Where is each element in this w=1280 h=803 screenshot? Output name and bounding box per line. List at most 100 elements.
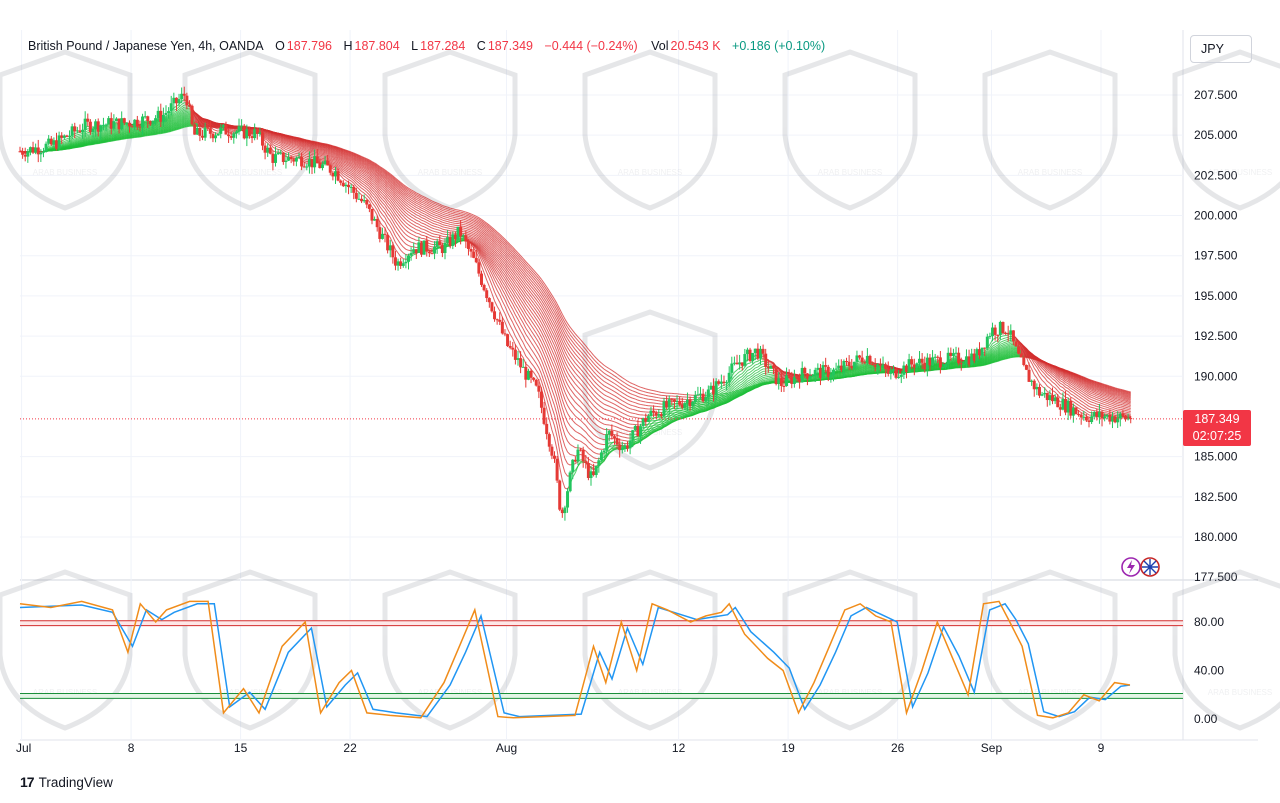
ema-ribbon-segment bbox=[1060, 385, 1064, 389]
ema-ribbon-segment bbox=[567, 463, 571, 466]
ema-ribbon-segment bbox=[275, 141, 279, 144]
ema-ribbon-segment bbox=[551, 407, 555, 416]
ema-ribbon-segment bbox=[501, 300, 506, 307]
ema-ribbon-segment bbox=[564, 472, 568, 477]
time-tick-label: Aug bbox=[496, 741, 517, 755]
ema-ribbon-segment bbox=[1070, 396, 1074, 399]
ema-ribbon-segment bbox=[363, 189, 368, 193]
ema-ribbon-segment bbox=[723, 390, 727, 393]
ema-ribbon-segment bbox=[572, 436, 576, 440]
ema-ribbon-segment bbox=[514, 336, 519, 341]
ema-ribbon-segment bbox=[635, 442, 639, 445]
ema-ribbon-segment bbox=[437, 234, 440, 236]
ema-ribbon-segment bbox=[736, 380, 740, 384]
ema-ribbon-segment bbox=[277, 142, 281, 145]
ema-ribbon-segment bbox=[1000, 342, 1004, 345]
ema-ribbon-segment bbox=[736, 371, 740, 375]
ema-ribbon-segment bbox=[184, 115, 187, 118]
ema-ribbon-segment bbox=[478, 250, 482, 255]
ema-ribbon-segment bbox=[400, 238, 404, 242]
ema-ribbon-segment bbox=[382, 214, 386, 218]
ema-ribbon-segment bbox=[350, 175, 355, 179]
ema-ribbon-segment bbox=[718, 388, 722, 391]
ema-ribbon-segment bbox=[379, 210, 383, 215]
ema-ribbon-segment bbox=[275, 145, 279, 148]
ema-ribbon-segment bbox=[522, 322, 527, 329]
ema-ribbon-segment bbox=[741, 376, 746, 380]
ema-ribbon-segment bbox=[392, 220, 396, 227]
ema-ribbon-segment bbox=[989, 343, 993, 348]
ema-ribbon-segment bbox=[585, 450, 589, 455]
ema-ribbon-segment bbox=[275, 140, 279, 143]
ema-ribbon-segment bbox=[363, 192, 368, 196]
ema-ribbon-segment bbox=[1002, 334, 1006, 337]
price-tick-label: 197.500 bbox=[1194, 249, 1238, 263]
ema-ribbon-segment bbox=[408, 245, 412, 247]
ema-ribbon-segment bbox=[1052, 378, 1056, 382]
ema-ribbon-segment bbox=[366, 184, 370, 188]
ema-ribbon-segment bbox=[434, 231, 438, 233]
ema-ribbon-segment bbox=[989, 349, 993, 353]
watermark-text: ARAB BUSINESS bbox=[618, 688, 682, 697]
ema-ribbon-segment bbox=[1031, 368, 1035, 375]
ema-ribbon-segment bbox=[267, 137, 271, 140]
ema-ribbon-segment bbox=[215, 127, 219, 130]
price-tick-label: 190.000 bbox=[1194, 369, 1238, 383]
ema-ribbon-segment bbox=[379, 206, 383, 211]
ema-ribbon-segment bbox=[535, 363, 540, 369]
ema-ribbon-segment bbox=[522, 335, 527, 342]
ema-ribbon-segment bbox=[731, 382, 735, 386]
ema-ribbon-segment bbox=[747, 368, 751, 372]
ema-ribbon-segment bbox=[507, 312, 511, 318]
ema-ribbon-segment bbox=[520, 330, 524, 336]
ema-ribbon-segment bbox=[598, 443, 602, 445]
ema-ribbon-segment bbox=[400, 233, 404, 237]
ema-ribbon-segment bbox=[494, 271, 498, 277]
ema-ribbon-segment bbox=[538, 354, 542, 361]
ema-ribbon-segment bbox=[488, 265, 493, 271]
ema-ribbon-segment bbox=[285, 145, 289, 148]
ema-ribbon-segment bbox=[356, 180, 360, 184]
ema-ribbon-segment bbox=[551, 381, 555, 389]
ema-ribbon-segment bbox=[473, 245, 477, 250]
ema-ribbon-segment bbox=[345, 170, 349, 174]
watermark-text: ARAB BUSINESS bbox=[618, 168, 682, 177]
ema-ribbon-segment bbox=[387, 213, 391, 218]
ema-ribbon-segment bbox=[533, 352, 537, 358]
ema-ribbon-segment bbox=[1080, 403, 1085, 407]
ema-ribbon-segment bbox=[1067, 394, 1072, 398]
ema-ribbon-segment bbox=[173, 112, 177, 115]
watermark-shield-icon bbox=[0, 569, 133, 731]
ema-ribbon-segment bbox=[739, 375, 743, 379]
ema-ribbon-segment bbox=[992, 347, 996, 351]
ema-ribbon-segment bbox=[103, 131, 107, 134]
ema-ribbon-segment bbox=[366, 195, 370, 199]
ema-ribbon-segment bbox=[442, 230, 446, 233]
ema-ribbon-segment bbox=[397, 239, 402, 245]
ema-ribbon-segment bbox=[1033, 367, 1038, 373]
ema-ribbon-segment bbox=[176, 110, 180, 114]
ema-ribbon-segment bbox=[280, 145, 284, 149]
ema-ribbon-segment bbox=[577, 439, 581, 442]
ema-ribbon-segment bbox=[488, 278, 493, 286]
ema-ribbon-segment bbox=[1125, 406, 1129, 409]
ema-ribbon-segment bbox=[986, 349, 991, 353]
ema-ribbon-segment bbox=[509, 317, 514, 323]
ema-ribbon-segment bbox=[363, 186, 368, 190]
ema-ribbon-segment bbox=[567, 440, 571, 445]
time-tick-label: 19 bbox=[781, 741, 795, 755]
ema-ribbon-segment bbox=[517, 325, 522, 332]
ema-ribbon-segment bbox=[1054, 387, 1059, 392]
ema-ribbon-segment bbox=[535, 350, 540, 355]
ema-ribbon-segment bbox=[1039, 382, 1043, 387]
ema-ribbon-segment bbox=[1044, 382, 1048, 387]
ema-ribbon-segment bbox=[374, 194, 378, 199]
ema-ribbon-segment bbox=[389, 212, 394, 218]
ema-ribbon-segment bbox=[483, 261, 488, 268]
ema-ribbon-segment bbox=[499, 295, 503, 302]
ema-ribbon-segment bbox=[554, 438, 558, 451]
ema-ribbon-segment bbox=[1078, 401, 1082, 405]
ema-ribbon-segment bbox=[340, 165, 344, 169]
